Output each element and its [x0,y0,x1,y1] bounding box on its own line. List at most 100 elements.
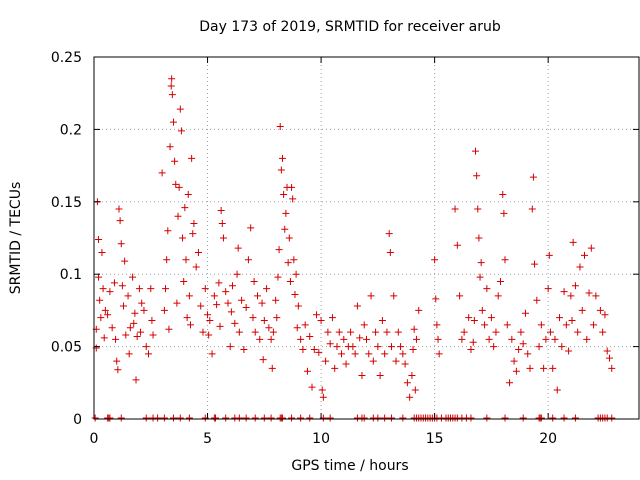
data-point [556,314,564,322]
data-point [235,414,243,422]
data-point [168,75,176,83]
data-point [318,386,326,394]
data-point [358,372,366,380]
data-point [299,345,307,353]
data-point [576,263,584,271]
data-point [499,191,507,199]
data-point [275,246,283,254]
data-point [587,244,595,252]
data-point [408,372,416,380]
data-point [97,314,105,322]
data-point [515,345,523,353]
data-point [460,328,468,336]
data-point [406,393,414,401]
x-tick-labels: 0 5 10 15 20 [90,431,558,447]
data-point [171,157,179,165]
data-point [501,414,509,422]
data-point [322,357,330,365]
data-point [291,290,299,298]
data-point [526,364,534,372]
data-point [231,319,239,327]
data-point [392,357,400,365]
data-point [347,328,355,336]
data-point [456,292,464,300]
data-point [401,360,409,368]
data-point [292,270,300,278]
data-point [149,331,157,339]
data-point [96,296,104,304]
data-point [367,292,375,300]
data-point [267,414,275,422]
data-point [301,321,309,329]
data-point [218,220,226,228]
data-point [238,296,246,304]
data-point [474,205,482,213]
data-point [125,350,133,358]
data-point [351,350,359,358]
data-point [551,335,559,343]
data-point [205,331,213,339]
data-point [467,414,475,422]
data-point [226,343,234,351]
data-point [281,225,289,233]
data-point [458,335,466,343]
data-point [168,91,176,99]
data-point [353,302,361,310]
data-point [137,328,145,336]
data-point [251,414,259,422]
data-point [481,321,489,329]
data-point [169,414,177,422]
data-point [204,311,212,319]
data-point [288,183,296,191]
data-point [376,372,384,380]
data-point [469,338,477,346]
data-point [142,414,150,422]
data-point [529,173,537,181]
data-point [112,335,120,343]
data-point [385,230,393,238]
data-point [192,263,200,271]
data-point [217,206,225,214]
data-point [485,335,493,343]
data-point [182,256,190,264]
data-point [201,285,209,293]
data-point [229,282,237,290]
data-point [256,335,264,343]
data-point [98,248,106,256]
data-point [411,386,419,394]
data-point [242,304,250,312]
data-point [199,328,207,336]
y-tick-label: 0.25 [51,50,82,66]
data-point [328,314,336,322]
data-point [165,325,173,333]
data-point [605,354,613,362]
data-point [432,295,440,303]
data-point [506,379,514,387]
x-tick-label: 15 [426,431,444,447]
data-point [176,414,184,422]
data-point [181,204,189,212]
data-point [211,414,219,422]
data-point [164,227,172,235]
data-point [508,335,516,343]
data-point [259,356,267,364]
data-point [378,317,386,325]
data-point [160,306,168,314]
data-point [115,205,123,213]
data-point [331,364,339,372]
data-point [176,105,184,113]
data-point [194,248,202,256]
data-point [122,331,130,339]
data-point [116,217,124,225]
data-point [477,259,485,267]
data-point [315,348,323,356]
data-point [415,306,423,314]
data-point [306,332,314,340]
data-point [537,321,545,329]
data-point [114,366,122,374]
data-point [166,143,174,151]
data-point [290,256,298,264]
data-points [91,75,616,422]
data-point [567,292,575,300]
data-point [179,234,187,242]
